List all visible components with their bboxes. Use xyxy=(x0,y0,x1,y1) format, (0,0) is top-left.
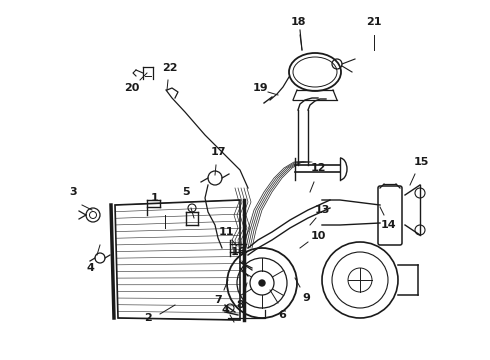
Text: 4: 4 xyxy=(221,305,229,315)
Text: 1: 1 xyxy=(151,193,159,203)
Text: 14: 14 xyxy=(380,220,396,230)
Text: 11: 11 xyxy=(218,227,234,237)
Text: 9: 9 xyxy=(302,293,310,303)
Text: 17: 17 xyxy=(210,147,226,157)
Text: 4: 4 xyxy=(86,263,94,273)
Text: 7: 7 xyxy=(214,295,222,305)
Text: 3: 3 xyxy=(69,187,77,197)
Text: 15: 15 xyxy=(413,157,429,167)
Text: 2: 2 xyxy=(144,313,152,323)
Text: 6: 6 xyxy=(278,310,286,320)
Text: 19: 19 xyxy=(252,83,268,93)
Text: 12: 12 xyxy=(310,163,326,173)
Text: 10: 10 xyxy=(310,231,326,241)
Text: 21: 21 xyxy=(366,17,382,27)
Text: 16: 16 xyxy=(230,247,246,257)
Text: 5: 5 xyxy=(182,187,190,197)
Text: 8: 8 xyxy=(236,300,244,310)
Text: 22: 22 xyxy=(162,63,178,73)
Text: 20: 20 xyxy=(124,83,140,93)
Text: 13: 13 xyxy=(314,205,330,215)
Circle shape xyxy=(259,280,265,286)
Text: 18: 18 xyxy=(290,17,306,27)
